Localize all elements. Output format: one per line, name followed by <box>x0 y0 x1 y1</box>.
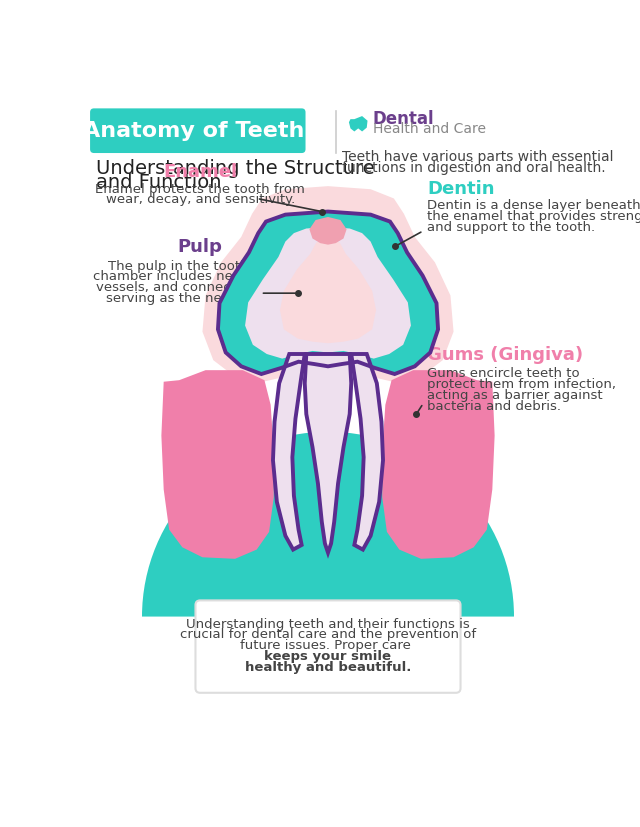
Text: Dentin is a dense layer beneath: Dentin is a dense layer beneath <box>428 199 640 213</box>
Polygon shape <box>382 370 495 559</box>
FancyBboxPatch shape <box>90 109 305 154</box>
Polygon shape <box>280 241 376 344</box>
Text: Anatomy of Teeth:: Anatomy of Teeth: <box>83 121 313 141</box>
Text: vessels, and connective tissue,: vessels, and connective tissue, <box>96 280 304 294</box>
Text: Enamel protects the tooth from: Enamel protects the tooth from <box>95 182 305 195</box>
Text: Gums (Gingiva): Gums (Gingiva) <box>428 346 583 364</box>
Text: crucial for dental care and the prevention of: crucial for dental care and the preventi… <box>180 628 476 641</box>
Text: serving as the nerve center.: serving as the nerve center. <box>106 291 294 304</box>
Text: Teeth have various parts with essential: Teeth have various parts with essential <box>342 150 614 164</box>
Polygon shape <box>218 213 438 375</box>
Polygon shape <box>349 117 367 132</box>
Polygon shape <box>273 355 305 550</box>
Text: bacteria and debris.: bacteria and debris. <box>428 399 561 412</box>
Text: future issues. Proper care: future issues. Proper care <box>241 638 415 652</box>
Text: Understanding teeth and their functions is: Understanding teeth and their functions … <box>186 617 470 630</box>
Polygon shape <box>245 227 411 359</box>
Text: wear, decay, and sensitivity.: wear, decay, and sensitivity. <box>106 193 295 206</box>
Text: the enamel that provides strength: the enamel that provides strength <box>428 210 640 223</box>
Text: Gums encircle teeth to: Gums encircle teeth to <box>428 367 580 380</box>
Text: acting as a barrier against: acting as a barrier against <box>428 389 603 401</box>
Polygon shape <box>161 370 274 559</box>
Text: Pulp: Pulp <box>178 238 223 256</box>
Text: Dentin: Dentin <box>428 179 495 198</box>
Text: functions in digestion and oral health.: functions in digestion and oral health. <box>342 160 605 174</box>
Text: The pulp in the tooth's pulp: The pulp in the tooth's pulp <box>108 259 292 272</box>
Text: and support to the tooth.: and support to the tooth. <box>428 221 595 234</box>
Text: Understanding the Structure: Understanding the Structure <box>95 160 374 178</box>
Text: keeps your smile: keeps your smile <box>264 649 392 662</box>
Polygon shape <box>305 355 351 553</box>
Text: Enamel: Enamel <box>163 163 237 181</box>
Text: and Function: and Function <box>95 173 221 192</box>
Wedge shape <box>142 433 514 617</box>
Polygon shape <box>202 187 454 384</box>
Text: Health and Care: Health and Care <box>373 122 486 136</box>
Text: chamber includes nerves, blood: chamber includes nerves, blood <box>93 270 307 283</box>
Text: healthy and beautiful.: healthy and beautiful. <box>245 660 411 673</box>
Text: protect them from infection,: protect them from infection, <box>428 378 616 390</box>
Polygon shape <box>309 218 347 246</box>
Polygon shape <box>351 355 383 550</box>
FancyBboxPatch shape <box>195 600 461 693</box>
Text: Dental: Dental <box>373 109 435 127</box>
